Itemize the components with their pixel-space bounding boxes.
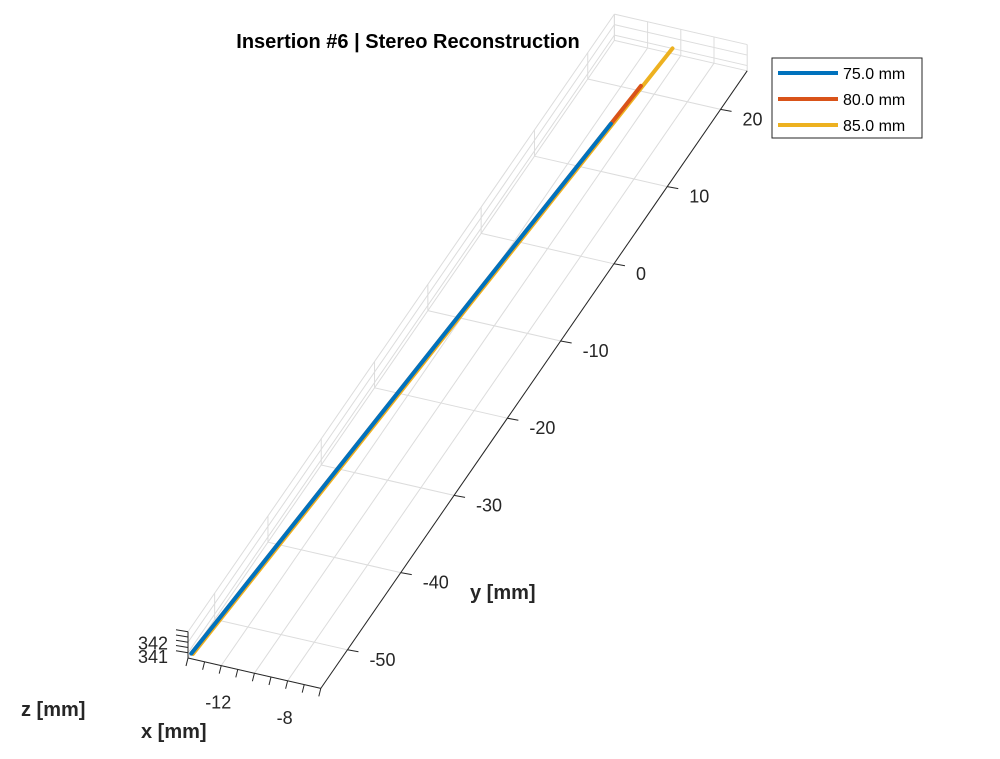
axes bbox=[175, 70, 748, 697]
chart-title: Insertion #6 | Stereo Reconstruction bbox=[236, 31, 579, 53]
x-tick-label: -12 bbox=[205, 693, 231, 713]
x-tick-mark bbox=[268, 676, 272, 686]
y-axis-label: y [mm] bbox=[470, 582, 536, 604]
wall-grid-line bbox=[187, 13, 615, 633]
y-tick-mark bbox=[613, 263, 626, 267]
x-axis-label: x [mm] bbox=[141, 721, 207, 743]
floor-grid-line bbox=[614, 39, 748, 72]
y-tick-label: -30 bbox=[476, 495, 502, 515]
y-tick-mark bbox=[720, 108, 732, 112]
y-tick-label: -50 bbox=[369, 650, 395, 670]
x-tick-mark bbox=[318, 688, 322, 697]
z-tick-mark bbox=[175, 634, 189, 638]
floor-grid-line bbox=[187, 40, 615, 659]
legend-entry: 85.0 mm bbox=[843, 118, 905, 135]
x-tick-mark bbox=[218, 665, 222, 674]
data-series bbox=[189, 46, 675, 656]
y-axis-line bbox=[320, 70, 748, 689]
z-tick-mark bbox=[175, 629, 189, 633]
y-tick-label: -40 bbox=[423, 573, 449, 593]
z-axis-label: z [mm] bbox=[21, 699, 85, 721]
y-tick-mark bbox=[400, 572, 412, 576]
series-line-75-0-mm bbox=[189, 121, 613, 656]
x-tick-mark bbox=[185, 657, 189, 667]
y-tick-label: 0 bbox=[636, 264, 646, 284]
y-tick-mark bbox=[453, 494, 466, 498]
floor-grid-line bbox=[253, 55, 682, 674]
x-tick-mark bbox=[285, 680, 289, 689]
z-tick-label: 341 bbox=[138, 647, 168, 667]
legend-entry: 80.0 mm bbox=[843, 92, 905, 109]
wall-grid-line bbox=[614, 13, 748, 46]
x-tick-mark bbox=[301, 684, 305, 693]
y-tick-label: 20 bbox=[743, 109, 763, 129]
grid-lines bbox=[187, 13, 748, 689]
y-tick-mark bbox=[667, 186, 679, 190]
y-tick-label: 10 bbox=[689, 187, 709, 207]
wall-grid-line bbox=[614, 24, 748, 56]
x-tick-label: -8 bbox=[277, 708, 293, 728]
y-tick-mark bbox=[507, 417, 519, 421]
wall-grid-line bbox=[187, 34, 615, 654]
legend-entry: 75.0 mm bbox=[843, 66, 905, 83]
y-tick-mark bbox=[347, 649, 359, 653]
wall-grid-line bbox=[187, 24, 615, 643]
y-tick-label: -20 bbox=[529, 418, 555, 438]
legend: 75.0 mm 80.0 mm 85.0 mm bbox=[771, 57, 923, 139]
x-tick-mark bbox=[202, 661, 206, 670]
y-tick-label: -10 bbox=[583, 341, 609, 361]
z-tick-label: 342 bbox=[138, 633, 168, 653]
y-tick-mark bbox=[560, 340, 572, 344]
z-tick-mark bbox=[175, 645, 189, 648]
z-tick-mark bbox=[175, 639, 189, 643]
floor-grid-line bbox=[220, 47, 649, 666]
wall-grid-line bbox=[614, 34, 748, 67]
x-tick-mark bbox=[251, 673, 255, 682]
floor-grid-line bbox=[287, 62, 715, 682]
z-tick-mark bbox=[175, 650, 189, 654]
x-tick-mark bbox=[235, 669, 239, 678]
